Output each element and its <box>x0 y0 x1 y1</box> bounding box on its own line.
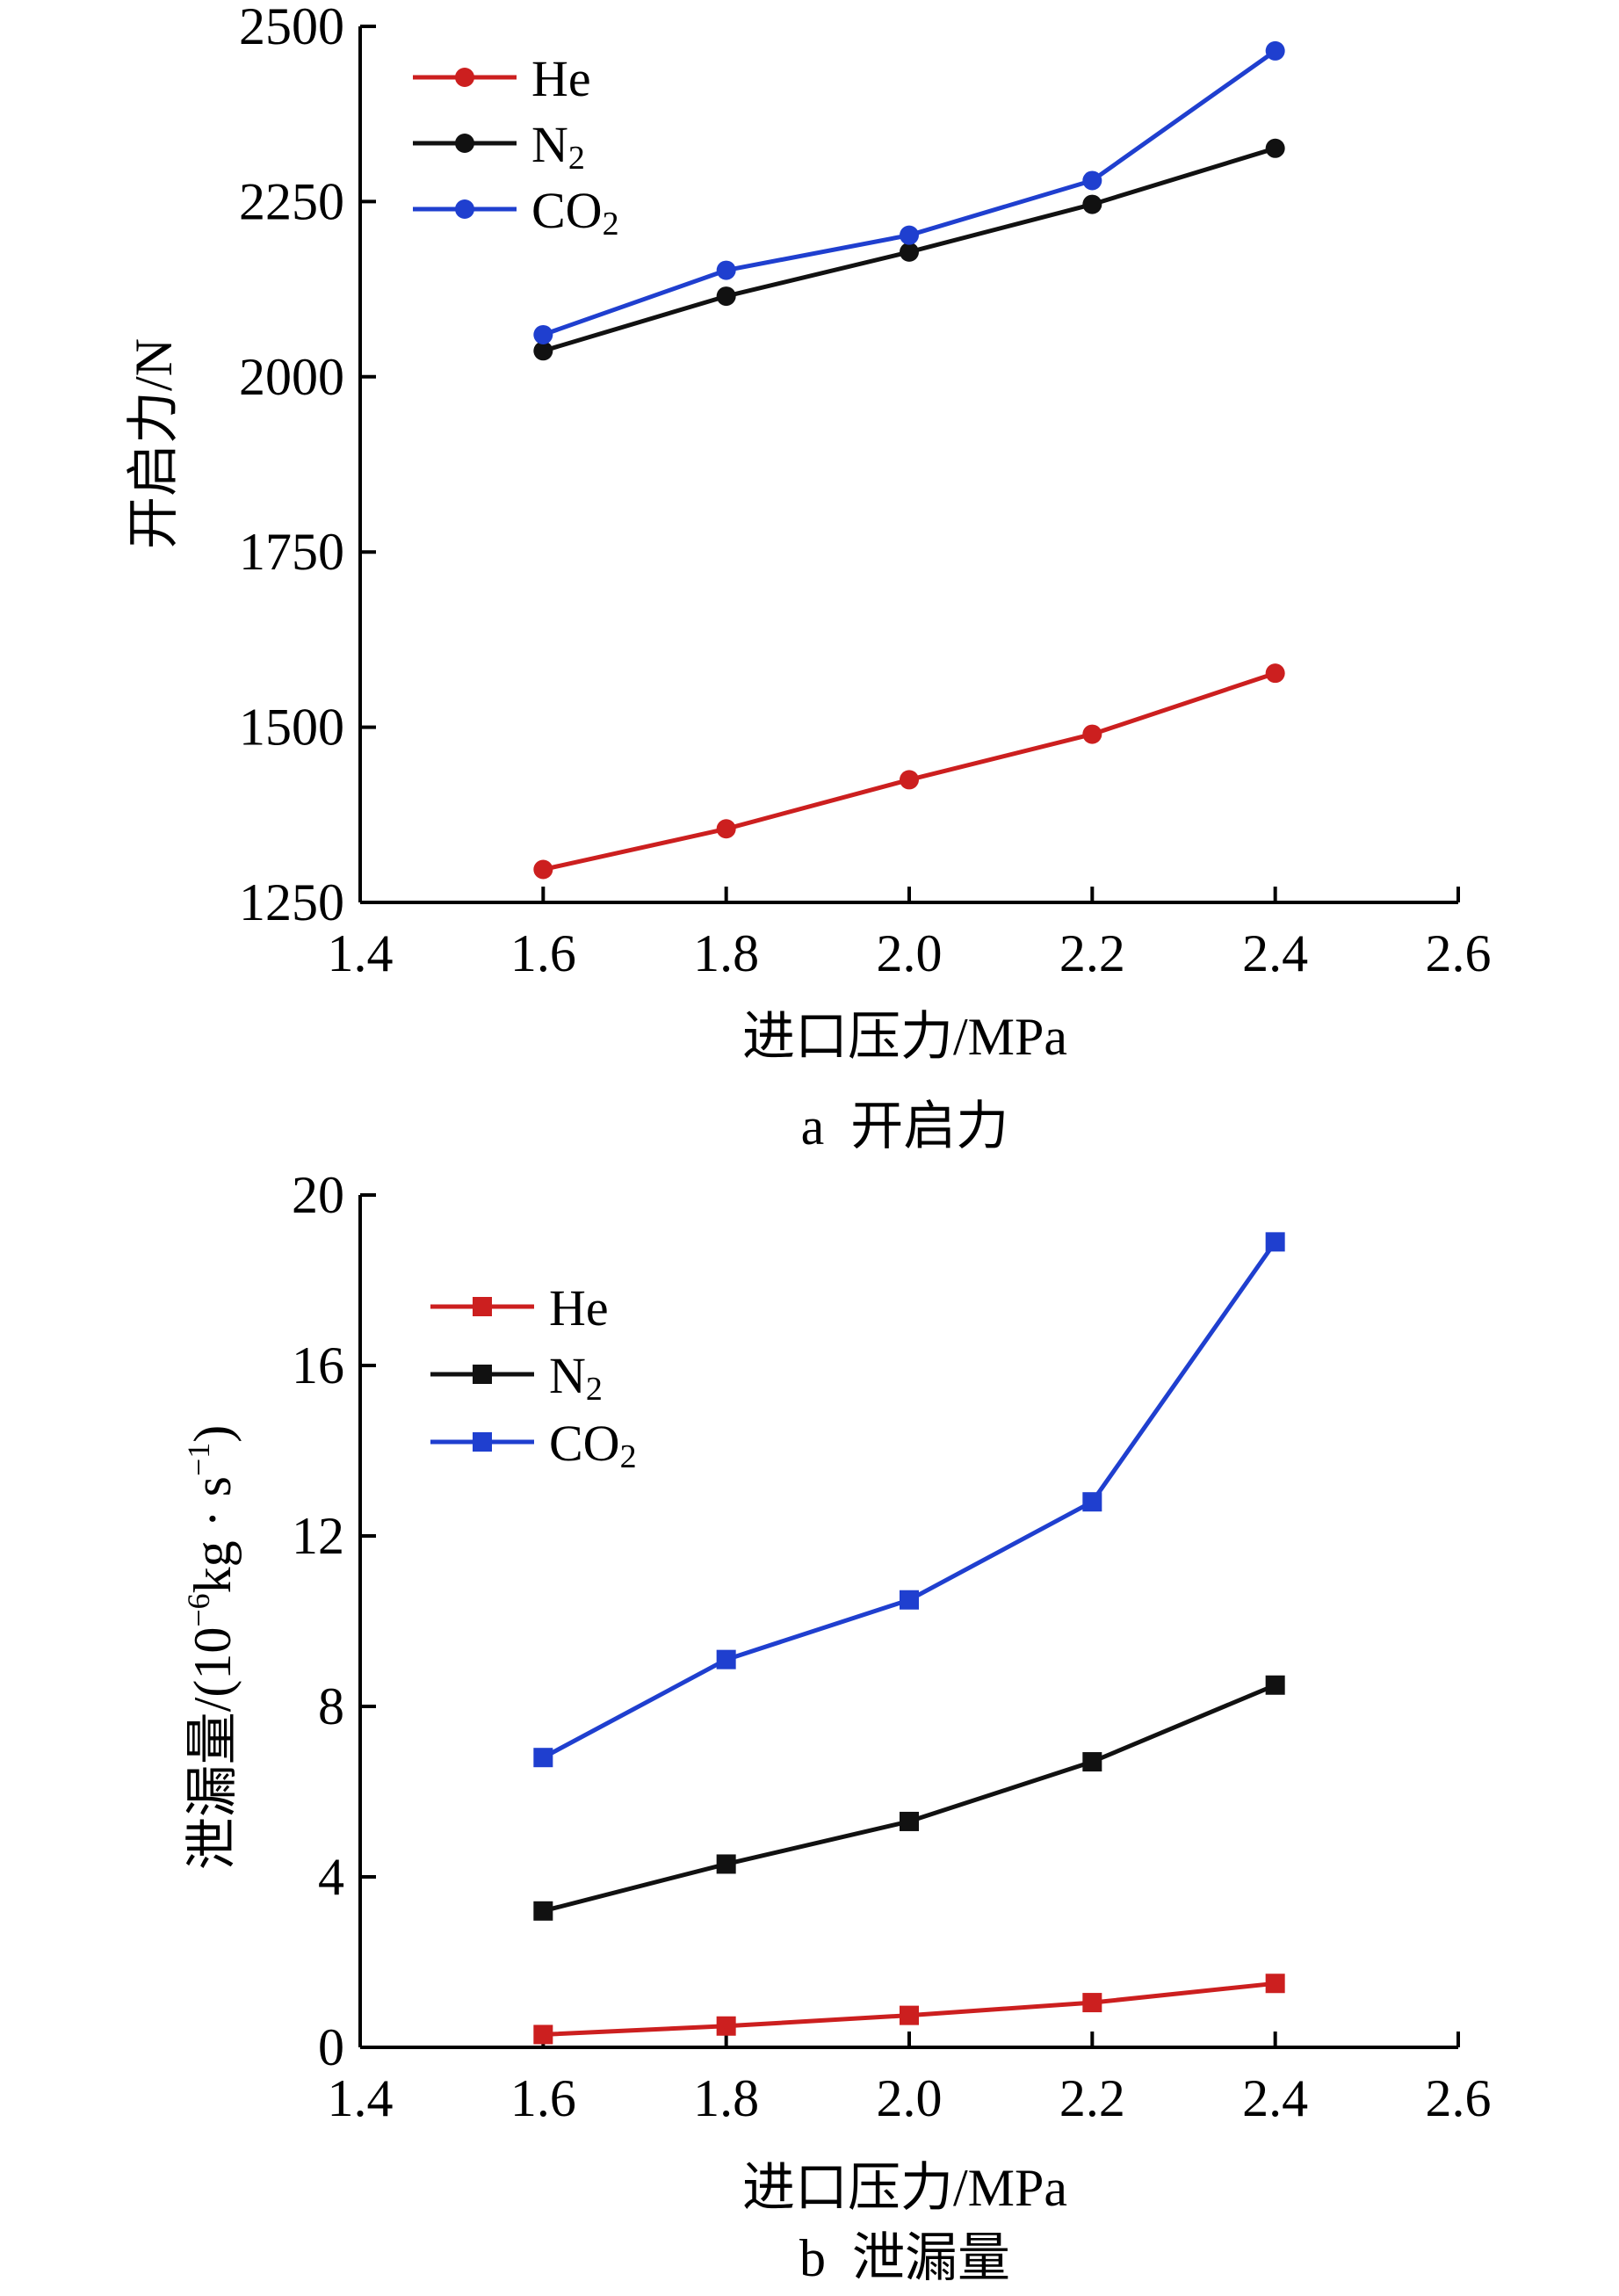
chart-a-point-co2 <box>716 260 736 280</box>
chart-a-x-ticks: 1.4 1.6 1.8 2.0 2.2 2.4 2.6 <box>328 887 1492 982</box>
chart-b-point-he <box>716 2016 736 2036</box>
chart-b-x-tick-label: 2.4 <box>1242 2069 1308 2127</box>
chart-a-y-tick-label: 1750 <box>239 523 344 581</box>
chart-b-y-tick-label: 8 <box>318 1677 344 1735</box>
chart-b-x-tick-label: 1.4 <box>328 2069 394 2127</box>
chart-b-x-tick-label: 1.8 <box>693 2069 759 2127</box>
chart-a-point-n2 <box>1265 138 1285 158</box>
chart-a-point-n2 <box>1082 194 1102 214</box>
chart-a-series-line-co2 <box>542 48 1277 337</box>
chart-b-y-label-exp1: −6 <box>181 1593 216 1626</box>
chart-b-y-tick-label: 12 <box>292 1507 344 1565</box>
chart-b-point-n2 <box>900 1811 919 1831</box>
chart-a-x-tick-label: 2.2 <box>1059 924 1125 982</box>
chart-b-x-axis-label: 进口压力/MPa <box>742 2159 1067 2217</box>
chart-a-point-he <box>1265 663 1285 684</box>
chart-b-y-ticks: 0 4 8 12 16 20 <box>292 1166 376 2076</box>
chart-b-point-co2 <box>1082 1492 1102 1512</box>
chart-b-y-label-end: ) <box>184 1425 242 1443</box>
chart-b-x-tick-label: 2.0 <box>877 2069 943 2127</box>
chart-b-x-tick-label: 2.6 <box>1426 2069 1492 2127</box>
chart-b-point-n2 <box>716 1854 736 1874</box>
chart-a-x-tick-label: 1.6 <box>510 924 576 982</box>
chart-a-point-he <box>900 770 919 790</box>
chart-a-point-co2 <box>1265 40 1285 61</box>
chart-a-point-co2 <box>900 225 919 245</box>
chart-b-point-he <box>900 2005 919 2025</box>
chart-b-point-n2 <box>1082 1752 1102 1772</box>
chart-b-point-n2 <box>533 1901 553 1921</box>
chart-a-x-tick-label: 1.8 <box>693 924 759 982</box>
chart-b-point-co2 <box>1265 1232 1285 1252</box>
chart-a-point-n2 <box>716 286 736 307</box>
chart-b-y-tick-label: 4 <box>318 1848 344 1906</box>
chart-a-y-tick-label: 2000 <box>239 348 344 406</box>
chart-a-point-co2 <box>1082 170 1102 191</box>
chart-b-x-tick-label: 1.6 <box>510 2069 576 2127</box>
chart-b-y-tick-label: 20 <box>292 1166 344 1224</box>
chart-a-legend-label-co2: CO2 <box>531 182 619 243</box>
chart-b-point-he <box>1265 1974 1285 1994</box>
chart-a-point-n2 <box>533 341 553 361</box>
chart-a-legend-marker-n2 <box>455 134 474 153</box>
chart-a-legend-label-he: He <box>531 50 591 107</box>
chart-a-point-n2 <box>900 242 919 262</box>
chart-a-y-tick-label: 2250 <box>239 172 344 230</box>
chart-b-x-ticks: 1.4 1.6 1.8 2.0 2.2 2.4 2.6 <box>328 2032 1492 2127</box>
chart-b-y-axis-label: 泄漏量/(10−6kg · s−1) <box>181 1425 242 1871</box>
chart-b-x-tick-label: 2.2 <box>1059 2069 1125 2127</box>
chart-b-legend-label-co2: CO2 <box>549 1415 637 1475</box>
chart-a-y-ticks: 1250 1500 1750 2000 2250 2500 <box>239 0 376 931</box>
chart-a-y-tick-label: 1250 <box>239 873 344 931</box>
chart-b-y-label-mid: kg · s <box>184 1476 242 1593</box>
chart-a-point-he <box>1082 724 1102 744</box>
chart-a-x-tick-label: 1.4 <box>328 924 394 982</box>
chart-b-point-co2 <box>533 1748 553 1768</box>
chart-a-y-tick-label: 1500 <box>239 699 344 757</box>
chart-b-series-line-co2 <box>542 1240 1277 1760</box>
chart-b-caption: b 泄漏量 <box>799 2229 1010 2287</box>
chart-b-y-tick-label: 0 <box>318 2018 344 2076</box>
chart-a-point-he <box>533 859 553 880</box>
chart-a-legend-marker-co2 <box>455 199 474 219</box>
chart-a-point-he <box>716 819 736 839</box>
chart-a-opening-force: 1250 1500 1750 2000 2250 2500 1.4 1.6 1.8 2.0 2.2… <box>125 0 1492 1155</box>
chart-a-y-tick-label: 2500 <box>239 0 344 55</box>
chart-a-legend-marker-he <box>455 68 474 87</box>
chart-a-series <box>533 40 1285 880</box>
chart-a-caption: a 开启力 <box>801 1097 1009 1155</box>
chart-a-point-co2 <box>533 324 553 344</box>
chart-b-series-line-n2 <box>542 1683 1276 1914</box>
chart-b-y-tick-label: 16 <box>292 1336 344 1394</box>
chart-b-legend: He N2 CO2 <box>430 1279 637 1475</box>
chart-b-legend-label-n2: N2 <box>549 1347 603 1408</box>
chart-a-legend-label-n2: N2 <box>531 116 585 177</box>
chart-b-legend-marker-he <box>473 1297 492 1316</box>
chart-b-point-he <box>533 2024 553 2045</box>
chart-b-y-label-main: 泄漏量/(10 <box>184 1627 242 1871</box>
chart-b-legend-marker-co2 <box>473 1432 492 1452</box>
chart-b-point-n2 <box>1265 1675 1285 1695</box>
chart-b-point-co2 <box>716 1649 736 1669</box>
chart-a-x-tick-label: 2.4 <box>1242 924 1308 982</box>
chart-a-x-tick-label: 2.6 <box>1426 924 1492 982</box>
chart-b-legend-label-he: He <box>549 1279 609 1336</box>
chart-b-legend-marker-n2 <box>473 1365 492 1384</box>
chart-b-y-label-exp2: −1 <box>181 1443 216 1476</box>
chart-a-x-tick-label: 2.0 <box>877 924 943 982</box>
chart-b-point-co2 <box>900 1590 919 1610</box>
chart-a-x-axis-label: 进口压力/MPa <box>742 1008 1067 1066</box>
chart-b-point-he <box>1082 1993 1102 2013</box>
chart-a-y-axis-label: 开启力/N <box>125 338 183 549</box>
chart-b-series <box>533 1232 1285 2045</box>
